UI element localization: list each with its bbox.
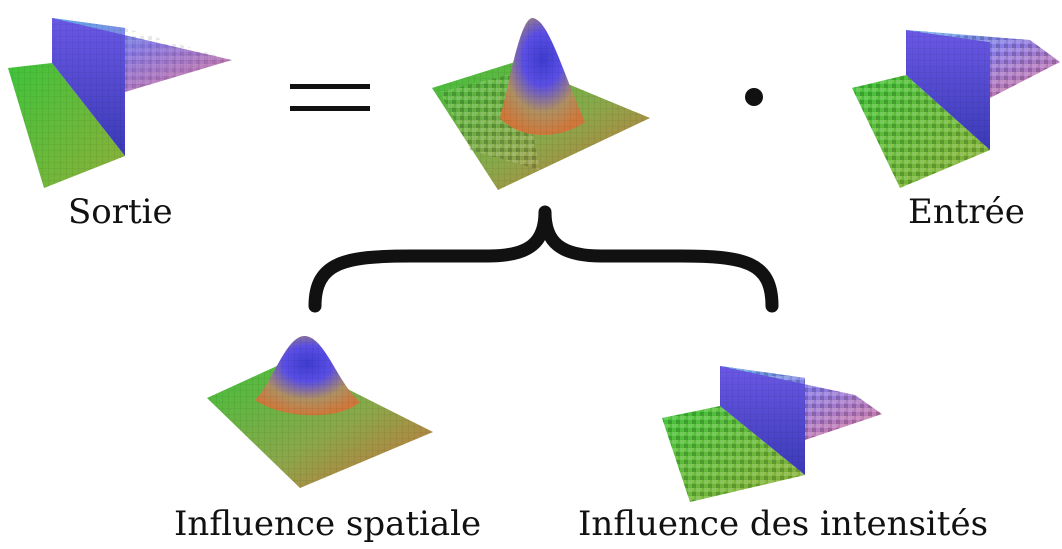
- output-surface: [8, 18, 232, 188]
- kernel-surface: [432, 18, 650, 190]
- output-label: Sortie: [68, 192, 173, 232]
- multiply-dot: [745, 88, 763, 106]
- spatial-influence-label: Influence spatiale: [174, 504, 482, 544]
- intensity-surface: [662, 366, 882, 502]
- input-label: Entrée: [908, 192, 1025, 232]
- spatial-surface: [207, 335, 433, 488]
- curly-brace: [308, 205, 779, 313]
- intensity-influence-label: Influence des intensités: [578, 504, 989, 544]
- equals-sign: [290, 84, 370, 111]
- input-surface: [852, 30, 1060, 188]
